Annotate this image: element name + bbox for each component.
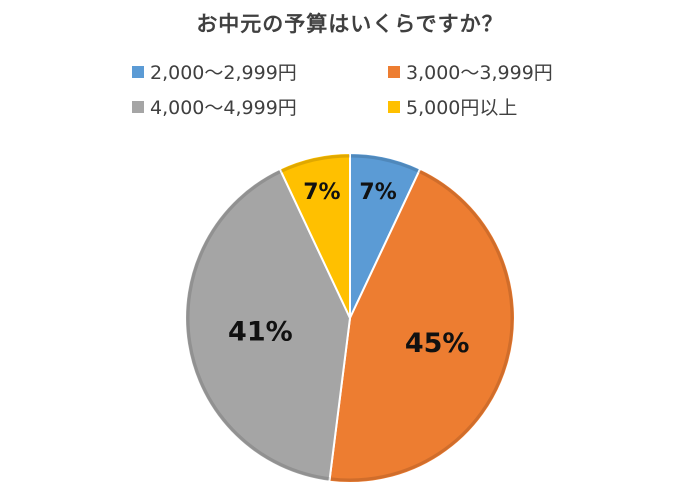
legend-item-2000-2999: 2,000～2,999円 xyxy=(132,58,297,85)
pie-slice-3000-3999 xyxy=(328,167,516,484)
pie-slice-edge-5000-plus xyxy=(280,154,351,173)
data-label-3000-3999: 45% xyxy=(405,328,470,359)
legend-item-3000-3999: 3,000～3,999円 xyxy=(388,58,553,85)
data-label-4000-4999: 41% xyxy=(228,317,293,348)
pie-slice-edge-2000-2999 xyxy=(349,154,420,173)
legend-label-5000-plus: 5,000円以上 xyxy=(406,97,518,119)
data-label-2000-2999: 7% xyxy=(359,180,396,205)
legend-label-3000-3999: 3,000～3,999円 xyxy=(406,62,553,84)
legend-label-2000-2999: 2,000～2,999円 xyxy=(150,62,297,84)
legend-item-4000-4999: 4,000～4,999円 xyxy=(132,93,297,120)
legend-swatch-4000-4999 xyxy=(132,100,144,113)
legend-swatch-3000-3999 xyxy=(388,65,400,78)
legend-item-5000-plus: 5,000円以上 xyxy=(388,93,517,120)
chart-title: お中元の予算はいくらですか？ xyxy=(196,12,504,36)
legend-swatch-5000-plus xyxy=(388,100,400,113)
data-label-5000-plus: 7% xyxy=(303,180,340,205)
legend-label-4000-4999: 4,000～4,999円 xyxy=(150,97,297,119)
pie-slice-edge-3000-3999 xyxy=(329,170,514,482)
pie-slice-edge-4000-4999 xyxy=(186,170,330,481)
pie-slice-5000-plus xyxy=(278,151,351,319)
legend-swatch-2000-2999 xyxy=(132,65,144,78)
pie-slice-4000-4999 xyxy=(184,167,352,483)
